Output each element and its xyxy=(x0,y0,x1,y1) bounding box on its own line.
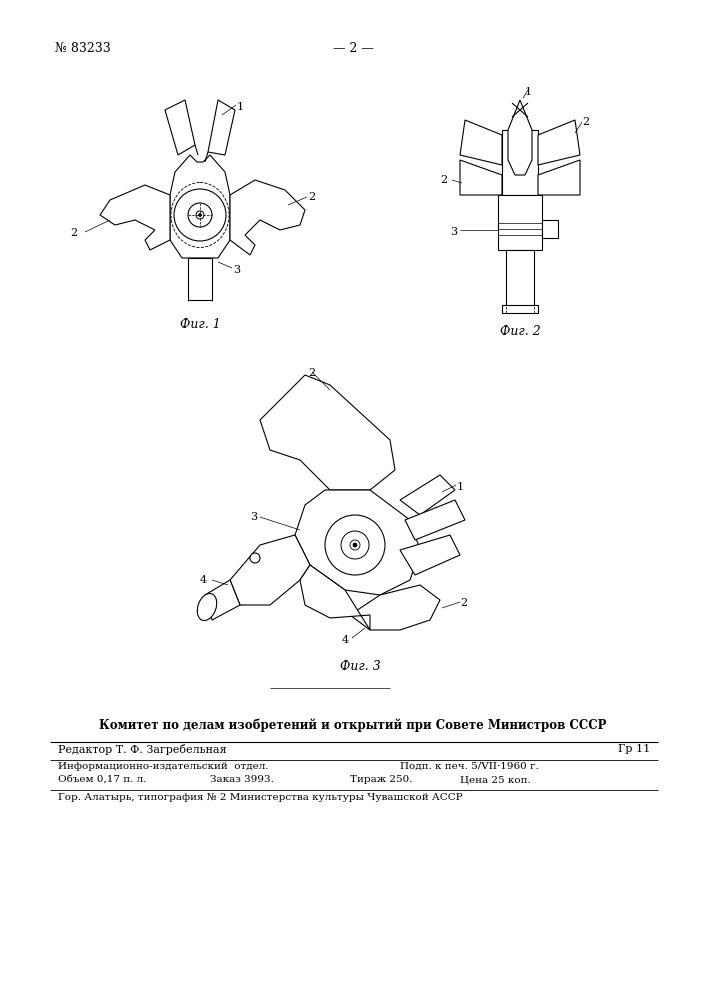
Polygon shape xyxy=(300,565,370,630)
Text: 2: 2 xyxy=(308,368,315,378)
Text: 1: 1 xyxy=(237,102,244,112)
Text: Цена 25 коп.: Цена 25 коп. xyxy=(460,775,531,784)
Text: Комитет по делам изобретений и открытий при Совете Министров СССР: Комитет по делам изобретений и открытий … xyxy=(99,718,607,732)
Polygon shape xyxy=(350,585,440,630)
Polygon shape xyxy=(400,535,460,575)
Text: Фиг. 3: Фиг. 3 xyxy=(339,660,380,673)
Text: 2: 2 xyxy=(70,228,77,238)
Text: 2: 2 xyxy=(582,117,589,127)
Text: Тираж 250.: Тираж 250. xyxy=(350,775,412,784)
Text: 3: 3 xyxy=(250,512,257,522)
Text: 3: 3 xyxy=(450,227,457,237)
Text: 2: 2 xyxy=(440,175,447,185)
Circle shape xyxy=(353,543,357,547)
Polygon shape xyxy=(502,130,538,195)
Text: Гр 11: Гр 11 xyxy=(618,744,650,754)
Text: 2: 2 xyxy=(460,598,467,608)
Text: Фиг. 2: Фиг. 2 xyxy=(500,325,540,338)
Polygon shape xyxy=(260,375,395,490)
Ellipse shape xyxy=(197,593,217,621)
Text: 3: 3 xyxy=(233,265,240,275)
Polygon shape xyxy=(400,475,455,515)
Polygon shape xyxy=(498,195,542,250)
Text: 1: 1 xyxy=(457,482,464,492)
Text: — 2 —: — 2 — xyxy=(332,42,373,55)
Polygon shape xyxy=(230,535,310,605)
Text: 2: 2 xyxy=(308,192,315,202)
Polygon shape xyxy=(188,258,212,300)
Circle shape xyxy=(196,211,204,219)
Text: 4: 4 xyxy=(342,635,349,645)
Circle shape xyxy=(350,540,360,550)
Polygon shape xyxy=(230,180,305,255)
Polygon shape xyxy=(538,160,580,195)
Text: 1: 1 xyxy=(525,87,532,97)
Text: Редактор Т. Ф. Загребельная: Редактор Т. Ф. Загребельная xyxy=(58,744,227,755)
Polygon shape xyxy=(295,490,420,595)
Text: Информационно-издательский  отдел.: Информационно-издательский отдел. xyxy=(58,762,269,771)
Text: Подп. к печ. 5/VII·1960 г.: Подп. к печ. 5/VII·1960 г. xyxy=(400,762,539,771)
Polygon shape xyxy=(405,500,465,540)
Polygon shape xyxy=(100,185,170,250)
Polygon shape xyxy=(538,120,580,165)
Polygon shape xyxy=(460,120,502,165)
Polygon shape xyxy=(508,100,532,175)
Polygon shape xyxy=(205,580,240,620)
Polygon shape xyxy=(170,155,230,258)
Text: Объем 0,17 п. л.: Объем 0,17 п. л. xyxy=(58,775,146,784)
Text: Фиг. 1: Фиг. 1 xyxy=(180,318,221,331)
Polygon shape xyxy=(165,100,195,155)
Circle shape xyxy=(199,214,201,217)
Text: Заказ 3993.: Заказ 3993. xyxy=(210,775,274,784)
Text: 4: 4 xyxy=(200,575,207,585)
Text: № 83233: № 83233 xyxy=(55,42,111,55)
Circle shape xyxy=(250,553,260,563)
Text: Гор. Алатырь, типография № 2 Министерства культуры Чувашской АССР: Гор. Алатырь, типография № 2 Министерств… xyxy=(58,793,462,802)
Polygon shape xyxy=(460,160,502,195)
Polygon shape xyxy=(502,305,538,313)
Polygon shape xyxy=(208,100,235,155)
Polygon shape xyxy=(506,250,534,310)
Polygon shape xyxy=(542,220,558,238)
